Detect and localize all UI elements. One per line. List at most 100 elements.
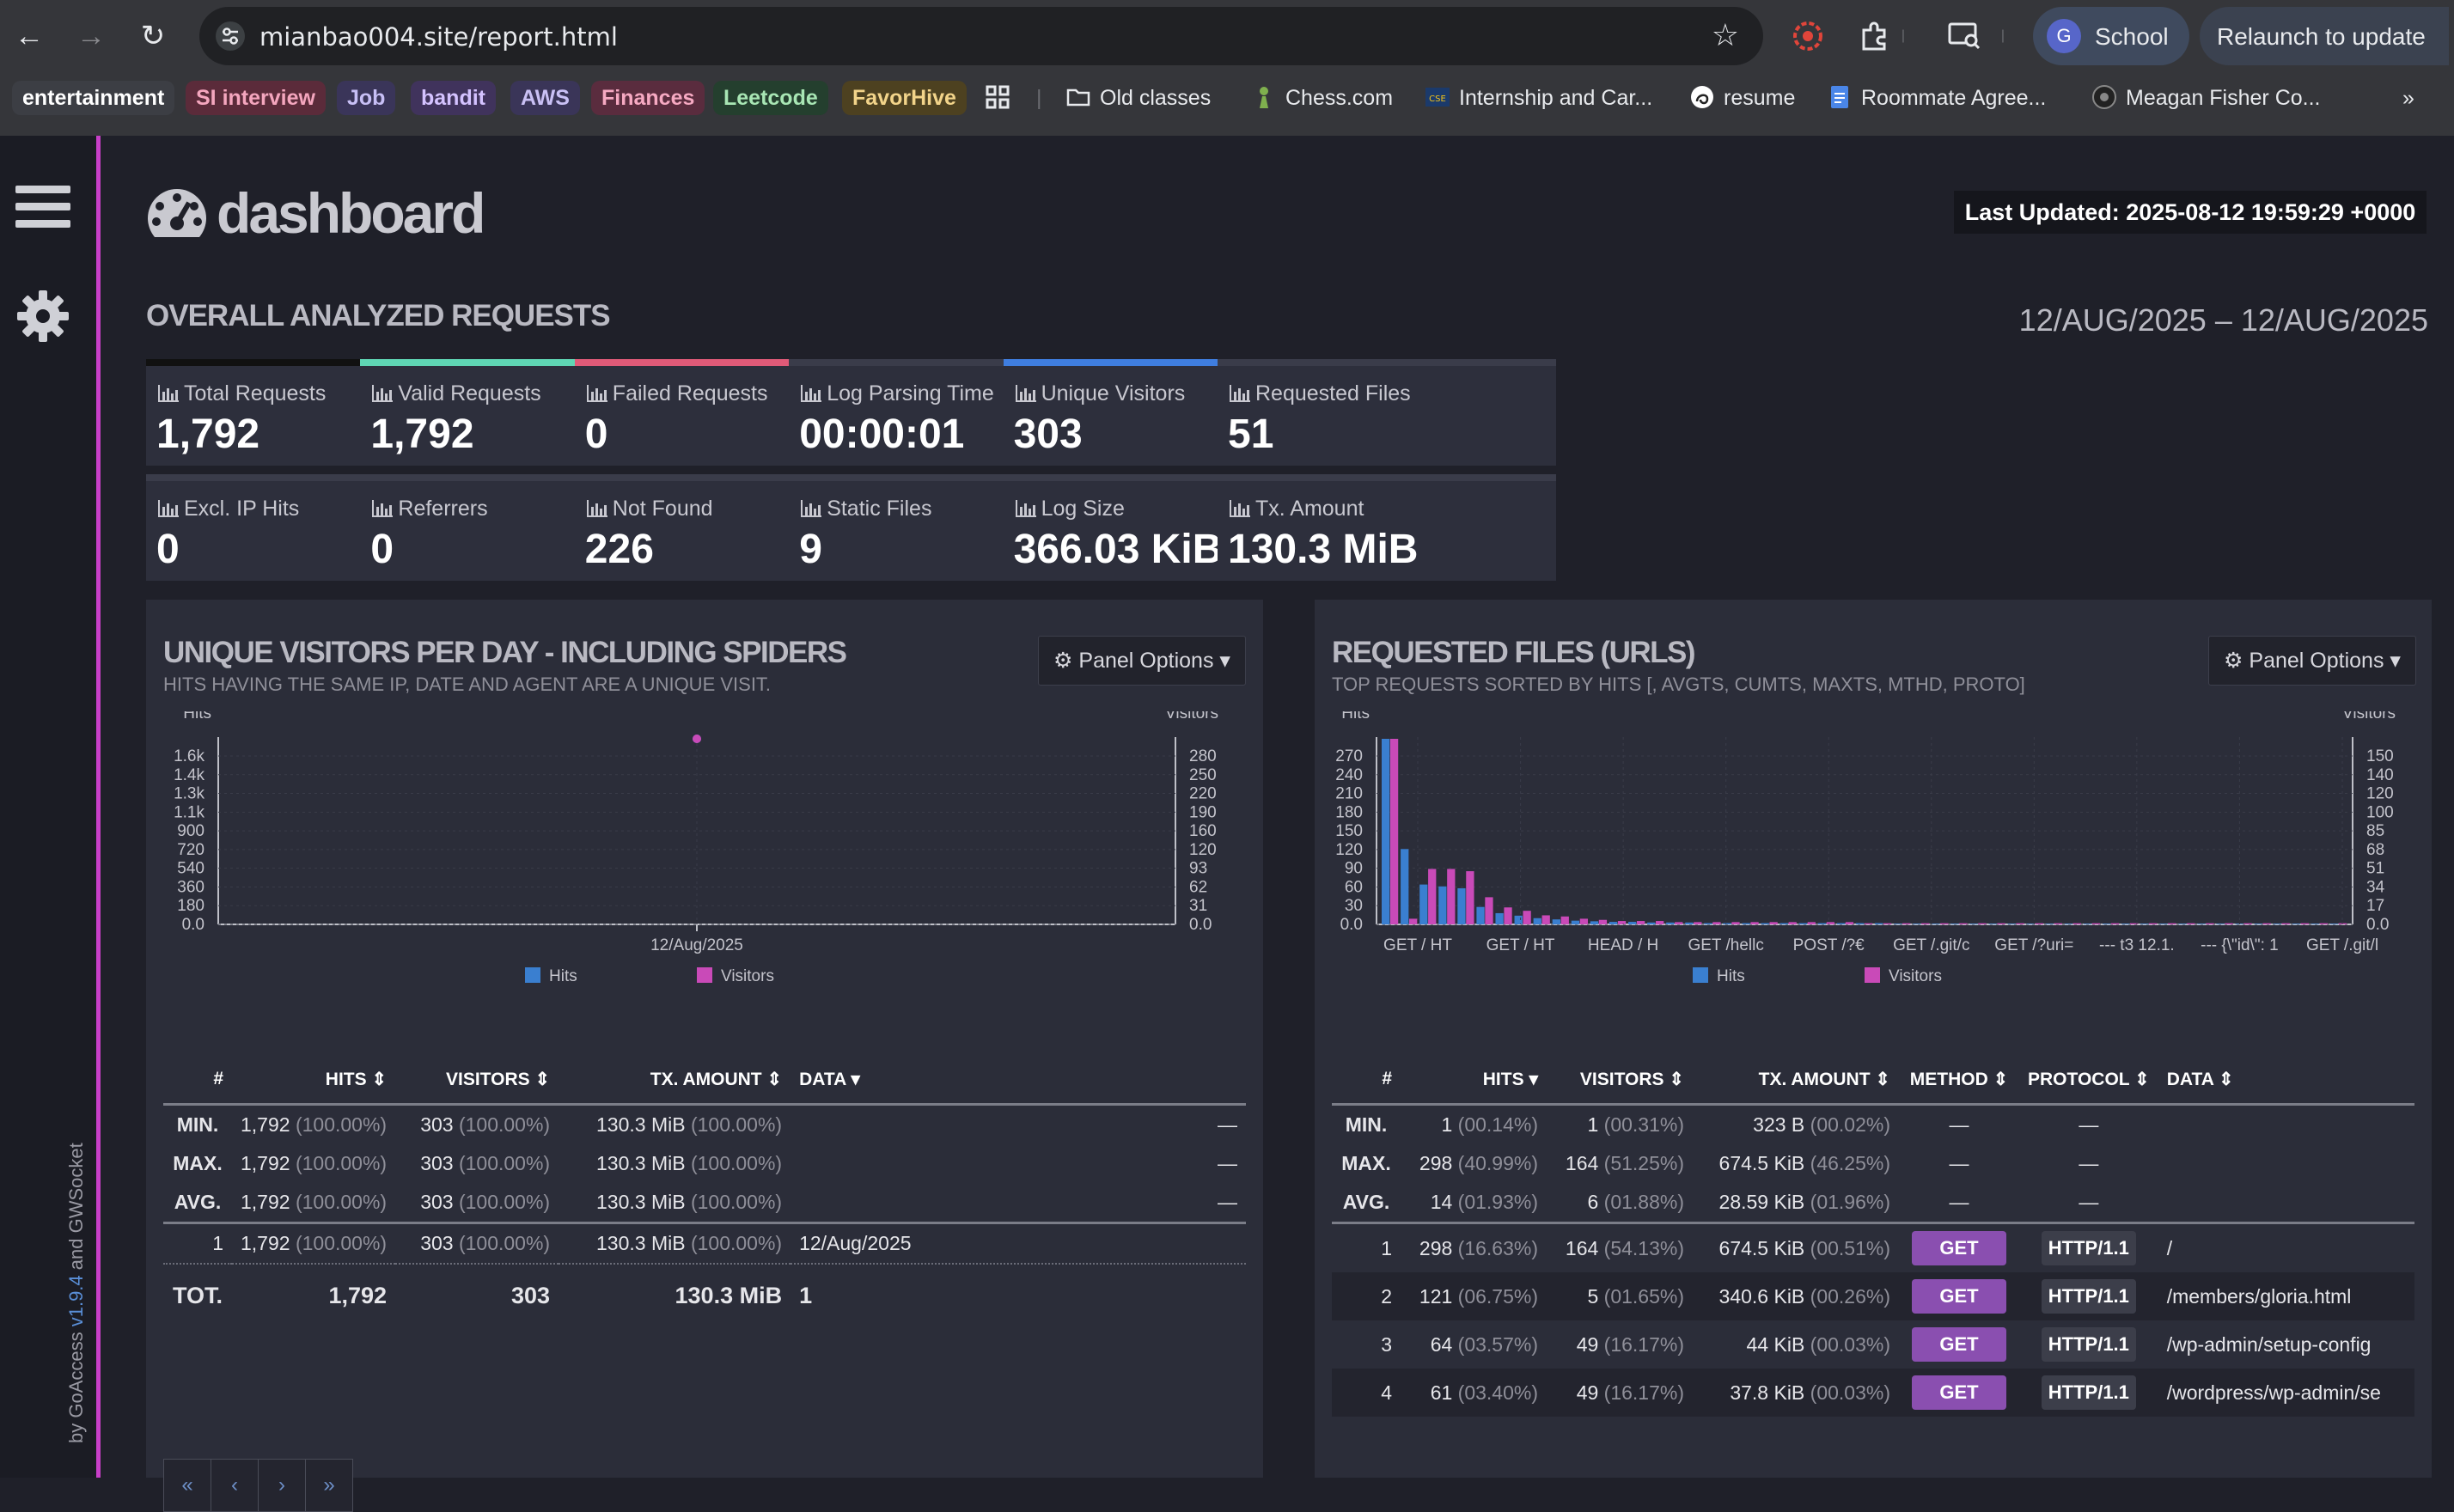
table-row[interactable]: 4 61 (03.40%) 49 (16.17%) 37.8 KiB (00.03%)… <box>1332 1369 2414 1417</box>
version-link[interactable]: v1.9.4 <box>65 1275 87 1327</box>
stat-card: Tx. Amount 130.3 MiB <box>1218 474 1556 581</box>
table-row-min: MIN. 1 (00.14%) 1 (00.31%) 323 B (00.02%… <box>1345 1113 2099 1136</box>
bar-chart-icon <box>801 385 822 402</box>
stat-card-label: Tx. Amount <box>1230 497 1364 521</box>
visitors-bar <box>1560 916 1569 924</box>
stat-card-value: 1,792 <box>370 412 474 457</box>
bar-chart-icon <box>586 500 607 517</box>
table-row[interactable]: 3 64 (03.57%) 49 (16.17%) 44 KiB (00.03%) GE… <box>1332 1320 2414 1369</box>
bookmark-folder-bandit[interactable]: bandit <box>411 81 496 115</box>
x-tick-label: POST /?€ <box>1793 936 1865 954</box>
bookmark-chess[interactable]: Chess.com <box>1251 84 1393 112</box>
col-header-data[interactable]: DATA ▾ <box>791 1055 1246 1106</box>
y-left-tick-label: 1.3k <box>174 785 204 803</box>
back-icon[interactable]: ← <box>15 19 44 52</box>
gear-icon[interactable] <box>15 289 70 344</box>
visitors-bar <box>1447 869 1456 924</box>
menu-icon[interactable] <box>15 186 70 230</box>
bookmark-folder-job[interactable]: Job <box>337 81 396 115</box>
protocol-badge: HTTP/1.1 <box>2041 1279 2136 1314</box>
col-header-tx-amount[interactable]: TX. AMOUNT ⇕ <box>559 1055 791 1106</box>
brand: dashboard <box>146 179 485 247</box>
avatar: G <box>2047 19 2081 53</box>
stat-card-value: 9 <box>799 527 822 572</box>
bookmark-resume[interactable]: resume <box>1689 84 1795 112</box>
visitors-bar <box>1617 921 1627 924</box>
table-row[interactable]: 1 298 (16.63%) 164 (54.13%) 674.5 KiB (00.5… <box>1332 1222 2414 1272</box>
stat-card-value: 0 <box>584 412 608 457</box>
hits-bar <box>1438 886 1447 924</box>
y-right-tick-label: 160 <box>1189 822 1217 840</box>
legend-swatch <box>1865 967 1880 983</box>
table-row[interactable]: 1 1,792 (100.00%) 303 (100.00%) 130.3 Mi… <box>163 1222 1246 1264</box>
bookmark-folder-finances[interactable]: Finances <box>591 81 705 115</box>
visitors-panel-options-button[interactable]: ⚙ Panel Options ▾ <box>1038 636 1246 686</box>
toolbar-divider: | <box>1901 28 1906 43</box>
col-header-visitors[interactable]: VISITORS ⇕ <box>395 1055 559 1106</box>
profile-button[interactable]: G School <box>2033 7 2189 65</box>
y-left-axis-label: Hits <box>183 711 211 722</box>
bookmark-roommate[interactable]: Roommate Agree... <box>1827 84 2046 112</box>
extensions-puzzle-icon[interactable] <box>1854 15 1895 57</box>
visitors-bar <box>1845 922 1854 924</box>
hits-bar <box>1666 922 1675 924</box>
y-right-tick-label: 0.0 <box>1189 916 1212 934</box>
y-right-tick-label: 17 <box>2366 897 2384 915</box>
visitors-bar <box>1389 739 1399 924</box>
hits-bar <box>1571 920 1580 924</box>
url-text[interactable]: mianbao004.site/report.html <box>259 22 618 52</box>
y-right-tick-label: 280 <box>1189 747 1217 765</box>
address-bar[interactable]: mianbao004.site/report.html ☆ <box>199 7 1763 65</box>
bookmark-old-classes[interactable]: Old classes <box>1065 84 1211 112</box>
forward-icon[interactable]: → <box>76 19 106 52</box>
col-header-visitors[interactable]: VISITORS ⇕ <box>1547 1055 1693 1106</box>
table-row-max: MAX. 1,792 (100.00%) 303 (100.00%) 130.3… <box>173 1152 1237 1174</box>
y-right-tick-label: 31 <box>1189 897 1207 915</box>
col-header-data[interactable]: DATA ⇕ <box>2158 1055 2414 1106</box>
col-header-protocol[interactable]: PROTOCOL ⇕ <box>2019 1055 2158 1106</box>
visitors-bar <box>1579 918 1588 924</box>
x-tick-label: --- {\"id\": 1 <box>2201 936 2279 954</box>
cast-search-icon[interactable] <box>1944 15 1985 57</box>
relaunch-button[interactable]: Relaunch to update <box>2200 7 2449 65</box>
y-right-tick-label: 85 <box>2366 822 2384 840</box>
bookmark-internship[interactable]: CSE Internship and Car... <box>1425 84 1652 112</box>
y-right-tick-label: 220 <box>1189 785 1217 803</box>
more-bookmarks-chevron-icon[interactable]: » <box>2402 86 2414 110</box>
y-left-tick-label: 120 <box>1335 841 1363 859</box>
col-header-tx-amount[interactable]: TX. AMOUNT ⇕ <box>1693 1055 1899 1106</box>
reload-icon[interactable]: ↻ <box>140 20 166 52</box>
site-info-icon[interactable] <box>215 21 246 52</box>
bookmark-folder-aws[interactable]: AWS <box>510 81 580 115</box>
extension-red-icon[interactable] <box>1787 15 1828 57</box>
y-left-tick-label: 1.6k <box>174 747 204 765</box>
y-right-tick-label: 140 <box>2366 766 2394 784</box>
bookmark-folder-si-interview[interactable]: SI interview <box>186 81 326 115</box>
prev-page-button[interactable]: ‹ <box>211 1459 259 1512</box>
y-right-tick-label: 62 <box>1189 878 1207 896</box>
visitors-bar <box>1428 869 1437 924</box>
table-row[interactable]: 2 121 (06.75%) 5 (01.65%) 340.6 KiB (00.26%… <box>1332 1272 2414 1320</box>
visitors-bar <box>1807 922 1816 924</box>
method-badge: GET <box>1912 1327 2006 1362</box>
col-header-hits[interactable]: HITS ▾ <box>1401 1055 1547 1106</box>
col-header-method[interactable]: METHOD ⇕ <box>1899 1055 2019 1106</box>
first-page-button[interactable]: « <box>163 1459 211 1512</box>
table-row-avg: AVG. 14 (01.93%) 6 (01.88%) 28.59 KiB (0… <box>1342 1191 2099 1213</box>
bookmark-folder-leetcode[interactable]: Leetcode <box>713 81 828 115</box>
apps-grid-icon[interactable] <box>985 84 1010 117</box>
bookmark-folder-favorhive[interactable]: FavorHive <box>842 81 967 115</box>
next-page-button[interactable]: › <box>258 1459 306 1512</box>
last-updated-badge: Last Updated: 2025-08-12 19:59:29 +0000 <box>1954 191 2427 234</box>
stat-card: Requested Files 51 <box>1218 359 1556 466</box>
col-header-hits[interactable]: HITS ⇕ <box>232 1055 396 1106</box>
bookmark-star-icon[interactable]: ☆ <box>1711 17 1739 52</box>
col-header-index: # <box>163 1055 232 1106</box>
x-tick-label: GET / HT <box>1383 936 1452 954</box>
hits-bar <box>1457 887 1466 924</box>
last-page-button[interactable]: » <box>305 1459 353 1512</box>
bookmark-folder-entertainment[interactable]: entertainment <box>12 81 175 115</box>
files-panel-options-button[interactable]: ⚙ Panel Options ▾ <box>2208 636 2416 686</box>
bookmark-meagan[interactable]: Meagan Fisher Co... <box>2091 84 2321 112</box>
y-right-tick-label: 93 <box>1189 860 1207 878</box>
